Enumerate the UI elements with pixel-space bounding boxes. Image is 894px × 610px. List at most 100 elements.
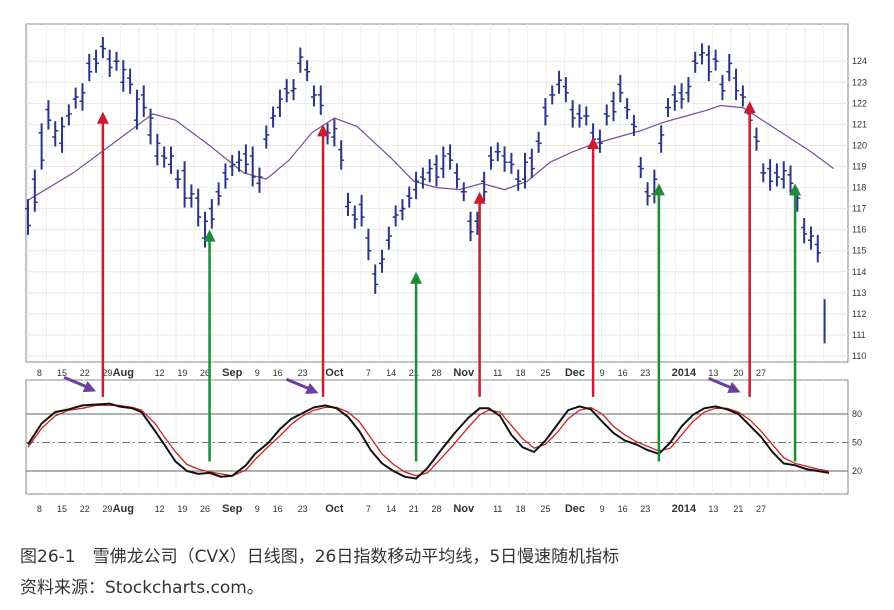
date-tick-label: 27 bbox=[756, 504, 766, 514]
date-tick-label: 19 bbox=[177, 368, 187, 378]
date-tick-label: 16 bbox=[273, 504, 283, 514]
price-tick-label: 112 bbox=[852, 309, 866, 319]
upper-date-axis: 8 15 22 29 Aug 12 19 26 Sep 9 16 23 Oct 7 14 21 28 Nov 11 1… bbox=[37, 367, 766, 379]
date-tick-label: 29 bbox=[102, 368, 112, 378]
date-tick-label: 9 bbox=[255, 504, 260, 514]
date-tick-label: Sep bbox=[222, 503, 242, 515]
date-tick-label: 11 bbox=[493, 368, 502, 378]
date-tick-label: Aug bbox=[113, 503, 134, 515]
date-tick-label: 16 bbox=[273, 368, 283, 378]
signal-arrow-head bbox=[652, 183, 665, 196]
date-tick-label: 9 bbox=[255, 368, 260, 378]
date-tick-label: 28 bbox=[431, 368, 441, 378]
date-tick-label: 12 bbox=[155, 368, 165, 378]
signal-arrow-head bbox=[473, 191, 486, 204]
date-tick-label: 9 bbox=[600, 504, 605, 514]
date-tick-label: 18 bbox=[515, 504, 525, 514]
date-tick-label: 26 bbox=[200, 504, 210, 514]
lower-date-axis: 8 15 22 29 Aug 12 19 26 Sep 9 16 23 Oct 7 14 21 28 Nov 11 1… bbox=[37, 503, 766, 515]
date-tick-label: 16 bbox=[618, 368, 628, 378]
signal-arrow-head bbox=[789, 183, 802, 196]
date-tick-label: 9 bbox=[600, 368, 605, 378]
divergence-arrow-head bbox=[82, 381, 97, 393]
stochastic-tick-label: 50 bbox=[852, 438, 862, 448]
price-tick-label: 118 bbox=[852, 183, 866, 193]
stochastic-lines bbox=[27, 402, 830, 480]
price-tick-label: 120 bbox=[852, 140, 867, 150]
stochastic-reference-lines bbox=[26, 413, 848, 472]
date-tick-label: Oct bbox=[325, 503, 344, 515]
signal-arrow-head bbox=[743, 101, 756, 114]
date-tick-label: 25 bbox=[540, 504, 550, 514]
price-tick-label: 114 bbox=[852, 267, 866, 277]
date-tick-label: Sep bbox=[222, 367, 242, 379]
stochastic-axis-ticks: 80 50 20 bbox=[852, 409, 862, 476]
date-tick-label: 16 bbox=[618, 504, 628, 514]
stochastic-d-line bbox=[27, 404, 830, 477]
divergence-arrows bbox=[63, 376, 741, 394]
date-tick-label: 23 bbox=[298, 368, 308, 378]
date-tick-label: 19 bbox=[177, 504, 187, 514]
divergence-arrow-head bbox=[305, 383, 319, 394]
date-tick-label: 12 bbox=[155, 504, 165, 514]
figure-caption-line-2: 资料来源：Stockcharts.com。 bbox=[20, 578, 264, 598]
price-tick-label: 124 bbox=[852, 56, 867, 66]
price-tick-label: 121 bbox=[852, 119, 867, 129]
price-tick-label: 111 bbox=[852, 330, 866, 340]
date-tick-label: 18 bbox=[515, 368, 525, 378]
stochastic-panel-frame bbox=[25, 379, 849, 495]
price-tick-label: 119 bbox=[852, 162, 866, 172]
signal-arrow-head bbox=[317, 124, 330, 137]
date-tick-label: 13 bbox=[708, 504, 718, 514]
date-tick-label: Oct bbox=[325, 367, 344, 379]
date-tick-label: Dec bbox=[565, 503, 585, 515]
date-tick-label: 28 bbox=[431, 504, 441, 514]
price-tick-label: 117 bbox=[852, 204, 866, 214]
signal-arrows bbox=[96, 101, 802, 462]
stochastic-tick-label: 20 bbox=[852, 466, 862, 476]
price-tick-label: 122 bbox=[852, 98, 867, 108]
date-tick-label: 26 bbox=[200, 368, 210, 378]
divergence-arrow-shaft bbox=[63, 376, 89, 389]
date-tick-label: Dec bbox=[565, 367, 585, 379]
date-tick-label: 2014 bbox=[672, 367, 697, 379]
date-tick-label: 14 bbox=[386, 504, 396, 514]
price-axis-ticks: 124 123 122 121 120 119 118 117 116 115 114 113 112 1… bbox=[852, 56, 867, 361]
stochastic-tick-label: 80 bbox=[852, 409, 862, 419]
stochastic-k-line bbox=[27, 402, 830, 480]
date-tick-label: 27 bbox=[756, 368, 766, 378]
date-tick-label: 22 bbox=[80, 504, 90, 514]
date-tick-label: 15 bbox=[57, 504, 67, 514]
date-tick-label: 23 bbox=[640, 504, 650, 514]
price-bars bbox=[25, 37, 826, 344]
date-tick-label: 21 bbox=[409, 368, 419, 378]
price-tick-label: 113 bbox=[852, 288, 866, 298]
signal-arrow-head bbox=[410, 271, 423, 284]
date-tick-label: 29 bbox=[102, 504, 112, 514]
date-tick-label: 23 bbox=[640, 368, 650, 378]
date-tick-label: 23 bbox=[298, 504, 308, 514]
signal-arrow-head bbox=[96, 111, 109, 124]
date-tick-label: 21 bbox=[733, 504, 743, 514]
date-tick-label: 7 bbox=[366, 504, 371, 514]
date-tick-label: 25 bbox=[540, 368, 550, 378]
date-tick-label: 22 bbox=[80, 368, 90, 378]
date-tick-label: 14 bbox=[386, 368, 396, 378]
figure-caption-line-1: 图26-1 雪佛龙公司（CVX）日线图，26日指数移动平均线，5日慢速随机指标 bbox=[20, 547, 620, 567]
date-tick-label: 2014 bbox=[672, 503, 697, 515]
date-tick-label: 7 bbox=[366, 368, 371, 378]
date-tick-label: Nov bbox=[453, 367, 475, 379]
signal-arrow-head bbox=[203, 229, 216, 242]
date-tick-label: 21 bbox=[409, 504, 419, 514]
ema-line bbox=[27, 104, 835, 201]
price-tick-label: 123 bbox=[852, 77, 867, 87]
date-tick-label: 20 bbox=[733, 368, 743, 378]
divergence-arrow-shaft bbox=[708, 376, 734, 390]
ema-26-line bbox=[27, 104, 835, 201]
date-tick-label: 8 bbox=[37, 368, 42, 378]
price-tick-label: 110 bbox=[852, 351, 866, 361]
date-tick-label: Aug bbox=[113, 367, 134, 379]
price-panel-frame bbox=[25, 23, 849, 363]
date-tick-label: 11 bbox=[493, 504, 502, 514]
